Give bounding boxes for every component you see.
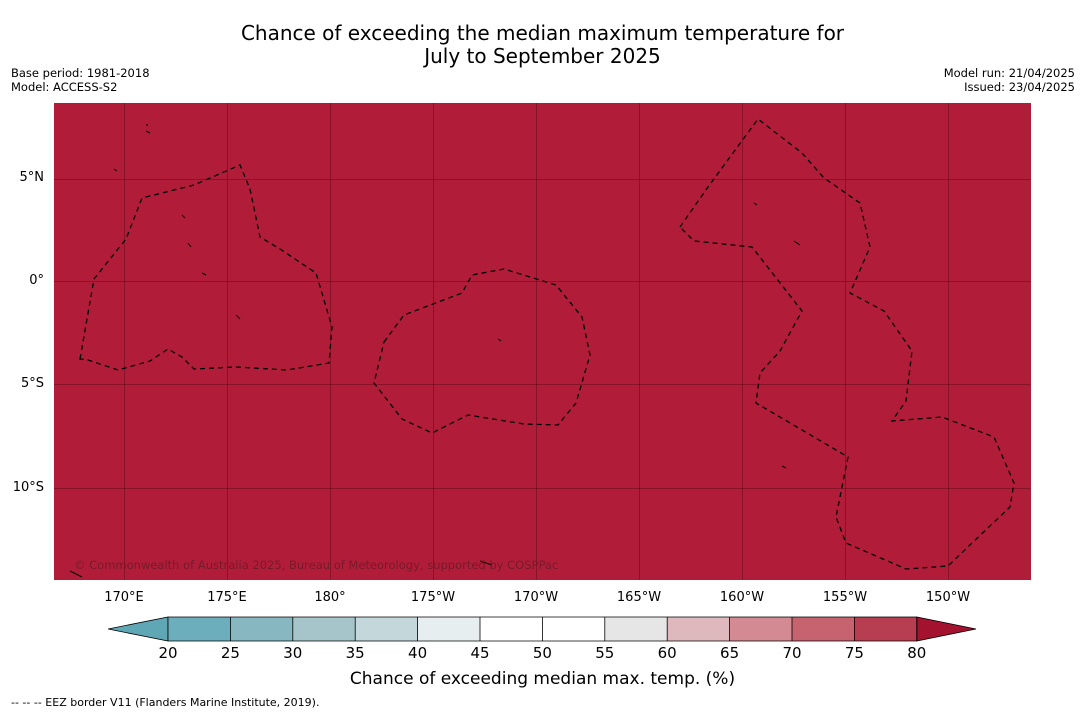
lon-label-165w: 165°W	[616, 590, 662, 605]
gridline-175e	[227, 103, 228, 580]
colorbar-bin-20-25	[168, 617, 231, 641]
map-panel: © Commonwealth of Australia 2025, Bureau…	[54, 103, 1031, 580]
colorbar-bin-25-30	[230, 617, 293, 641]
colorbar-tick-60: 60	[657, 644, 677, 662]
gridline-10s	[54, 488, 1031, 489]
colorbar-bin-75-80	[854, 617, 917, 641]
island-marker	[479, 560, 493, 566]
island-marker	[113, 168, 118, 172]
eez-border-phoenix	[373, 268, 591, 434]
colorbar-tick-40: 40	[408, 644, 428, 662]
lat-label-10s: 10°S	[12, 480, 44, 495]
base-period: Base period: 1981-2018	[11, 66, 150, 80]
meta-left: Base period: 1981-2018 Model: ACCESS-S2	[11, 66, 150, 94]
gridline-160w	[742, 103, 743, 580]
island-marker	[69, 570, 83, 578]
colorbar-bin-50-55	[542, 617, 605, 641]
island-marker	[793, 240, 801, 246]
colorbar-bin-65-70	[729, 617, 792, 641]
title-line-1: Chance of exceeding the median maximum t…	[240, 21, 845, 45]
lon-label-180: 180°	[314, 590, 346, 605]
colorbar-tick-65: 65	[720, 644, 740, 662]
eez-border-kiribati-gilbert	[79, 164, 333, 371]
gridline-150w	[948, 103, 949, 580]
gridline-170w	[536, 103, 537, 580]
title-line-2: July to September 2025	[424, 44, 661, 68]
colorbar-tick-20: 20	[158, 644, 178, 662]
model-run: Model run: 21/04/2025	[943, 66, 1075, 80]
colorbar-extend-low	[108, 616, 169, 642]
island-marker	[781, 465, 787, 469]
island-marker	[201, 272, 207, 276]
eez-borders	[69, 118, 1015, 578]
island-marker	[753, 202, 758, 206]
island-marker	[497, 338, 502, 342]
colorbar-bin-45-50	[480, 617, 543, 641]
colorbar-bin-70-75	[792, 617, 855, 641]
colorbar-bin-35-40	[355, 617, 418, 641]
colorbar-extend-high	[916, 616, 977, 642]
colorbar-tick-25: 25	[220, 644, 240, 662]
colorbar-tick-80: 80	[907, 644, 927, 662]
gridline-5s	[54, 384, 1031, 385]
chart-title: Chance of exceeding the median maximum t…	[0, 22, 1085, 68]
gridline-155w	[845, 103, 846, 580]
colorbar-tick-55: 55	[595, 644, 615, 662]
lon-label-175w: 175°W	[410, 590, 456, 605]
lat-label-5s: 5°S	[20, 376, 44, 391]
meta-right: Model run: 21/04/2025 Issued: 23/04/2025	[944, 66, 1075, 94]
lon-label-150w: 150°W	[925, 590, 971, 605]
lon-label-160w: 160°W	[719, 590, 765, 605]
colorbar-tick-50: 50	[532, 644, 552, 662]
model-name: Model: ACCESS-S2	[11, 80, 118, 94]
colorbar-title: Chance of exceeding median max. temp. (%…	[349, 669, 736, 689]
gridline-5n	[54, 179, 1031, 180]
colorbar-tick-70: 70	[782, 644, 802, 662]
gridline-170e	[124, 103, 125, 580]
lon-label-170e: 170°E	[104, 590, 144, 605]
island-marker	[181, 214, 186, 219]
colorbar-tick-75: 75	[844, 644, 864, 662]
colorbar-tick-35: 35	[345, 644, 365, 662]
issued-date: Issued: 23/04/2025	[964, 80, 1075, 94]
island-marker	[187, 242, 192, 248]
gridline-165w	[639, 103, 640, 580]
lat-label-5n: 5°N	[19, 170, 45, 185]
eez-border-line-islands	[679, 118, 1015, 570]
copyright-notice: © Commonwealth of Australia 2025, Bureau…	[74, 558, 559, 572]
gridline-180	[330, 103, 331, 580]
colorbar-bin-55-60	[604, 617, 668, 641]
gridline-175w	[433, 103, 434, 580]
colorbar-tick-30: 30	[283, 644, 303, 662]
island-marker	[145, 130, 151, 134]
colorbar	[108, 616, 977, 642]
island-marker	[235, 314, 241, 320]
colorbar-bin-30-35	[292, 617, 356, 641]
lon-label-155w: 155°W	[822, 590, 868, 605]
lon-label-170w: 170°W	[513, 590, 559, 605]
lat-label-0: 0°	[29, 273, 44, 288]
colorbar-bin-60-65	[667, 617, 730, 641]
colorbar-tick-45: 45	[470, 644, 490, 662]
eez-legend-note: -- -- -- EEZ border V11 (Flanders Marine…	[11, 696, 320, 709]
colorbar-bin-40-45	[417, 617, 480, 641]
lon-label-175e: 175°E	[207, 590, 247, 605]
